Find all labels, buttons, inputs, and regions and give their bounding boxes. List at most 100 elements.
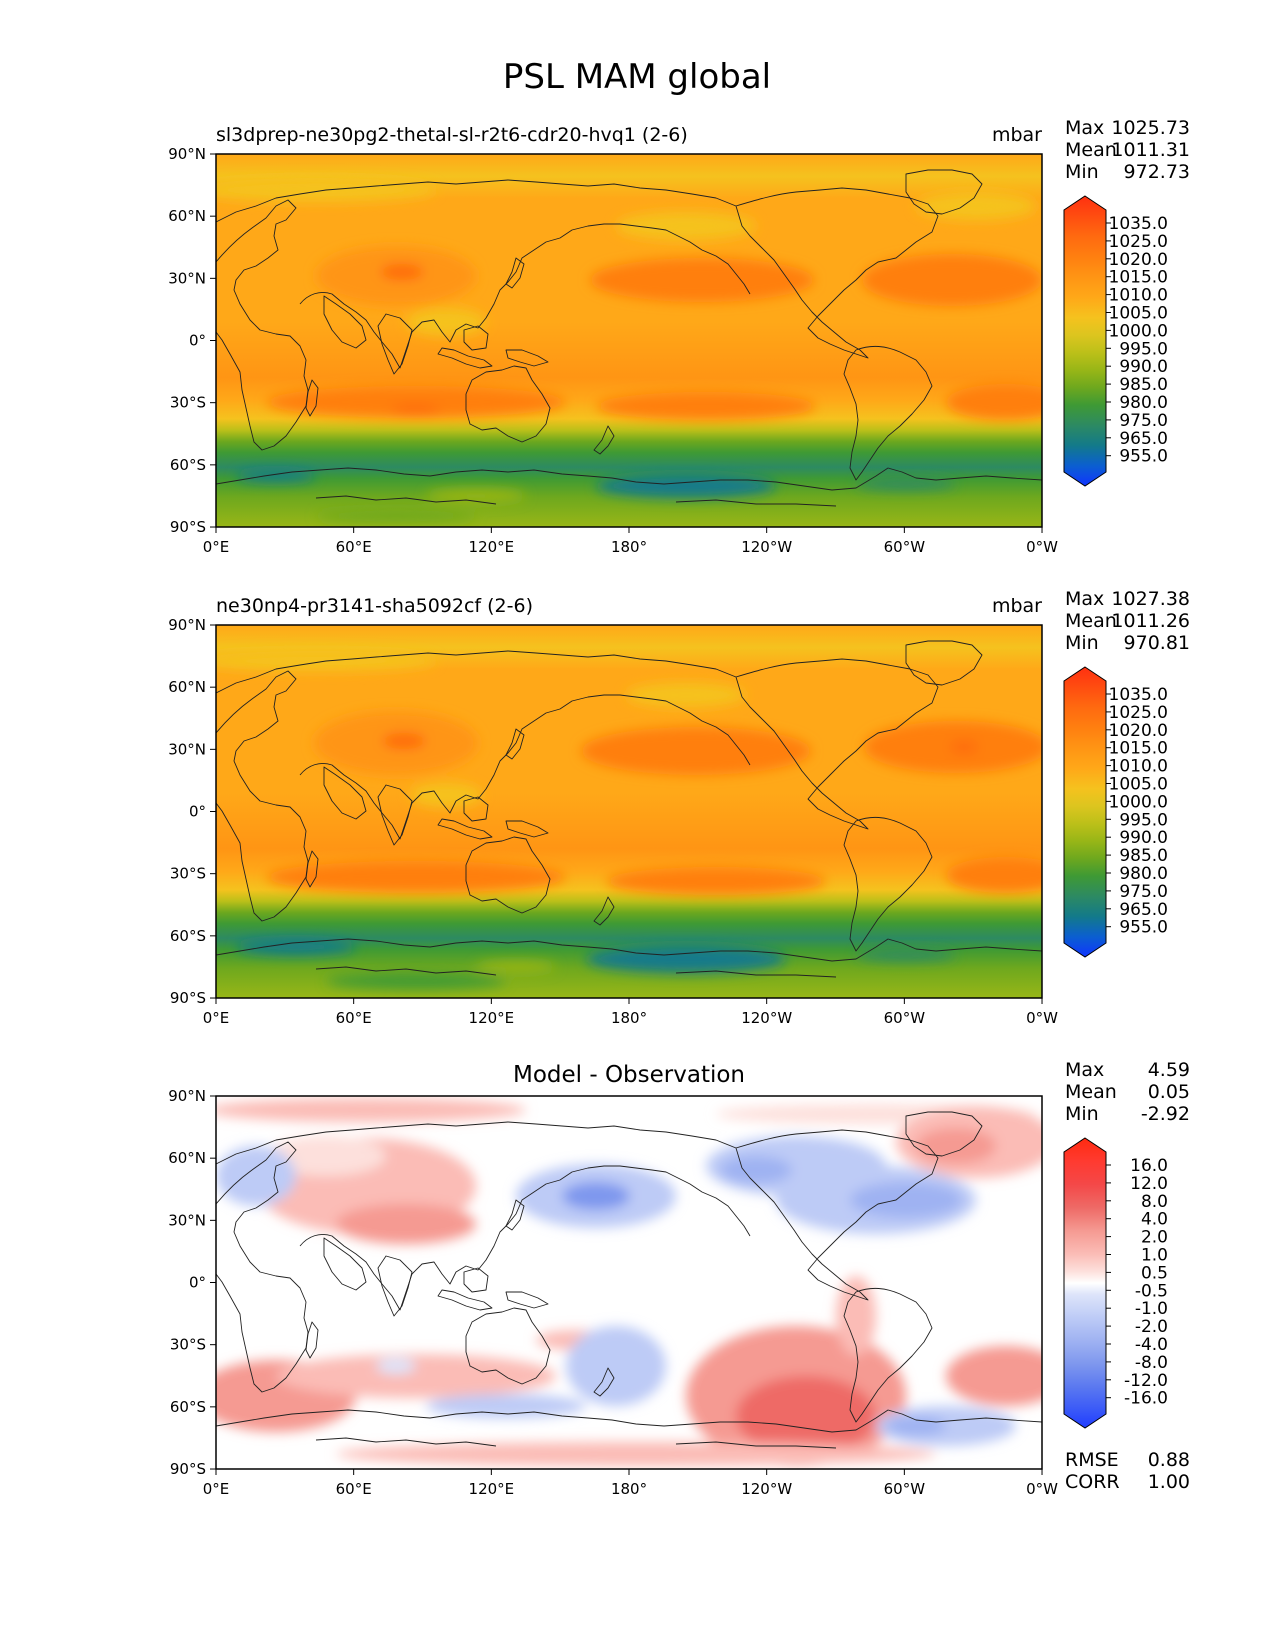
- stat-mean-value: 0.05: [1148, 1081, 1190, 1103]
- lat-axis: 90°N 60°N 30°N 0° 30°S 60°S 90°S: [168, 145, 216, 536]
- lon-tick-label: 0°E: [203, 538, 230, 556]
- colorbar-body: [1063, 1137, 1107, 1429]
- colorbar-level-label: 980.0: [1119, 393, 1168, 413]
- colorbar-level-label: 1000.0: [1109, 792, 1168, 812]
- lon-tick-label: 0°E: [203, 1009, 230, 1027]
- diff-extra-stats: RMSE 0.88 CORR 1.00: [1065, 1449, 1190, 1493]
- colorbar-level-label: 16.0: [1130, 1156, 1168, 1176]
- lat-tick-label: 90°S: [170, 1460, 206, 1478]
- panel-stats: Max 1027.38 Mean 1011.26 Min 970.81: [1065, 588, 1190, 654]
- colorbar-level-label: 1010.0: [1109, 286, 1168, 306]
- lat-tick-label: 60°N: [168, 207, 206, 225]
- colorbar: 1035.01025.01020.01015.01010.01005.01000…: [1063, 666, 1168, 958]
- colorbar-level-label: 985.0: [1119, 375, 1168, 395]
- lon-tick-label: 180°: [611, 1009, 647, 1027]
- lon-tick-label: 180°: [611, 1480, 647, 1498]
- stat-max-label: Max: [1065, 588, 1104, 610]
- lat-tick-label: 60°S: [170, 927, 206, 945]
- lat-tick-label: 90°N: [168, 1087, 206, 1105]
- colorbar-level-label: 8.0: [1141, 1192, 1168, 1212]
- colorbar-level-label: 955.0: [1119, 447, 1168, 467]
- stat-max-value: 1025.73: [1111, 117, 1190, 139]
- stat-mean-label: Mean: [1065, 610, 1117, 632]
- lat-tick-label: 30°S: [170, 1336, 206, 1354]
- diff-map: [216, 1096, 1042, 1469]
- colorbar-level-label: 975.0: [1119, 411, 1168, 431]
- lon-tick-label: 120°E: [469, 1480, 515, 1498]
- stat-min-value: 972.73: [1124, 161, 1190, 183]
- lon-tick-label: 0°E: [203, 1480, 230, 1498]
- colorbar-level-label: 1020.0: [1109, 721, 1168, 741]
- colorbar-level-label: 990.0: [1119, 828, 1168, 848]
- lat-tick-label: 30°S: [170, 865, 206, 883]
- panel-ref: ne30np4-pr3141-sha5092cf (2-6) mbar: [168, 588, 1190, 1027]
- stat-corr-value: 1.00: [1148, 1471, 1190, 1493]
- lon-tick-label: 60°W: [884, 1009, 926, 1027]
- lon-axis: 0°E 60°E 120°E 180° 120°W 60°W 0°W: [203, 1469, 1058, 1498]
- stat-min-label: Min: [1065, 161, 1099, 183]
- panel-test: sl3dprep-ne30pg2-thetal-sl-r2t6-cdr20-hv…: [168, 117, 1190, 556]
- lat-tick-label: 60°N: [168, 678, 206, 696]
- colorbar-level-label: 12.0: [1130, 1174, 1168, 1194]
- lon-axis: 0°E 60°E 120°E 180° 120°W 60°W 0°W: [203, 998, 1058, 1027]
- stat-min-value: 970.81: [1124, 632, 1190, 654]
- stat-max-label: Max: [1065, 117, 1104, 139]
- colorbar-level-label: -2.0: [1135, 1317, 1168, 1337]
- colorbar-body: [1063, 195, 1107, 487]
- colorbar-level-label: 1000.0: [1109, 321, 1168, 341]
- colorbar-level-label: 1010.0: [1109, 757, 1168, 777]
- figure-title: PSL MAM global: [503, 57, 771, 97]
- panel-stats: Max 4.59 Mean 0.05 Min -2.92: [1065, 1059, 1190, 1125]
- colorbar-level-label: -16.0: [1124, 1389, 1168, 1409]
- lon-tick-label: 60°E: [336, 538, 372, 556]
- lat-axis: 90°N 60°N 30°N 0° 30°S 60°S 90°S: [168, 1087, 216, 1478]
- lat-tick-label: 90°N: [168, 145, 206, 163]
- lat-tick-label: 30°S: [170, 394, 206, 412]
- panel-units: mbar: [992, 595, 1042, 617]
- lon-tick-label: 120°E: [469, 538, 515, 556]
- colorbar-level-label: 1015.0: [1109, 268, 1168, 288]
- stat-mean-label: Mean: [1065, 1081, 1117, 1103]
- colorbar-level-label: 995.0: [1119, 339, 1168, 359]
- colorbar-level-label: 985.0: [1119, 846, 1168, 866]
- panel-left-title: sl3dprep-ne30pg2-thetal-sl-r2t6-cdr20-hv…: [216, 124, 688, 146]
- stat-min-value: -2.92: [1141, 1103, 1190, 1125]
- lat-tick-label: 30°N: [168, 740, 206, 758]
- colorbar-level-label: 1035.0: [1109, 685, 1168, 705]
- panel-diff: Model - Observation: [168, 1059, 1190, 1498]
- colorbar-level-label: 1025.0: [1109, 703, 1168, 723]
- lat-tick-label: 60°S: [170, 456, 206, 474]
- colorbar-level-label: -0.5: [1135, 1281, 1168, 1301]
- stat-rmse-label: RMSE: [1065, 1449, 1119, 1471]
- panel-left-title: ne30np4-pr3141-sha5092cf (2-6): [216, 595, 533, 617]
- lon-tick-label: 60°W: [884, 538, 926, 556]
- lon-tick-label: 180°: [611, 538, 647, 556]
- colorbar-level-label: 2.0: [1141, 1228, 1168, 1248]
- colorbar-level-label: 1005.0: [1109, 775, 1168, 795]
- panel-units: mbar: [992, 124, 1042, 146]
- colorbar: 1035.01025.01020.01015.01010.01005.01000…: [1063, 195, 1168, 487]
- lon-tick-label: 120°W: [741, 1480, 792, 1498]
- lon-tick-label: 120°W: [741, 1009, 792, 1027]
- lat-tick-label: 60°N: [168, 1149, 206, 1167]
- lon-tick-label: 60°E: [336, 1480, 372, 1498]
- colorbar-level-label: 1035.0: [1109, 214, 1168, 234]
- stat-min-label: Min: [1065, 632, 1099, 654]
- lat-tick-label: 90°S: [170, 989, 206, 1007]
- colorbar-level-label: 1015.0: [1109, 739, 1168, 759]
- lat-tick-label: 0°: [189, 1274, 206, 1292]
- colorbar-level-label: 980.0: [1119, 864, 1168, 884]
- panel-center-title: Model - Observation: [513, 1062, 745, 1088]
- lon-tick-label: 0°W: [1026, 1009, 1058, 1027]
- colorbar-body: [1063, 666, 1107, 958]
- lat-axis: 90°N 60°N 30°N 0° 30°S 60°S 90°S: [168, 616, 216, 1007]
- colorbar-level-label: -4.0: [1135, 1335, 1168, 1355]
- colorbar: 16.012.08.04.02.01.00.5-0.5-1.0-2.0-4.0-…: [1063, 1137, 1168, 1429]
- stat-rmse-value: 0.88: [1148, 1449, 1190, 1471]
- lon-tick-label: 120°W: [741, 538, 792, 556]
- colorbar-level-label: 0.5: [1141, 1263, 1168, 1283]
- colorbar-level-label: 965.0: [1119, 900, 1168, 920]
- stat-min-label: Min: [1065, 1103, 1099, 1125]
- lat-tick-label: 60°S: [170, 1398, 206, 1416]
- lon-tick-label: 0°W: [1026, 538, 1058, 556]
